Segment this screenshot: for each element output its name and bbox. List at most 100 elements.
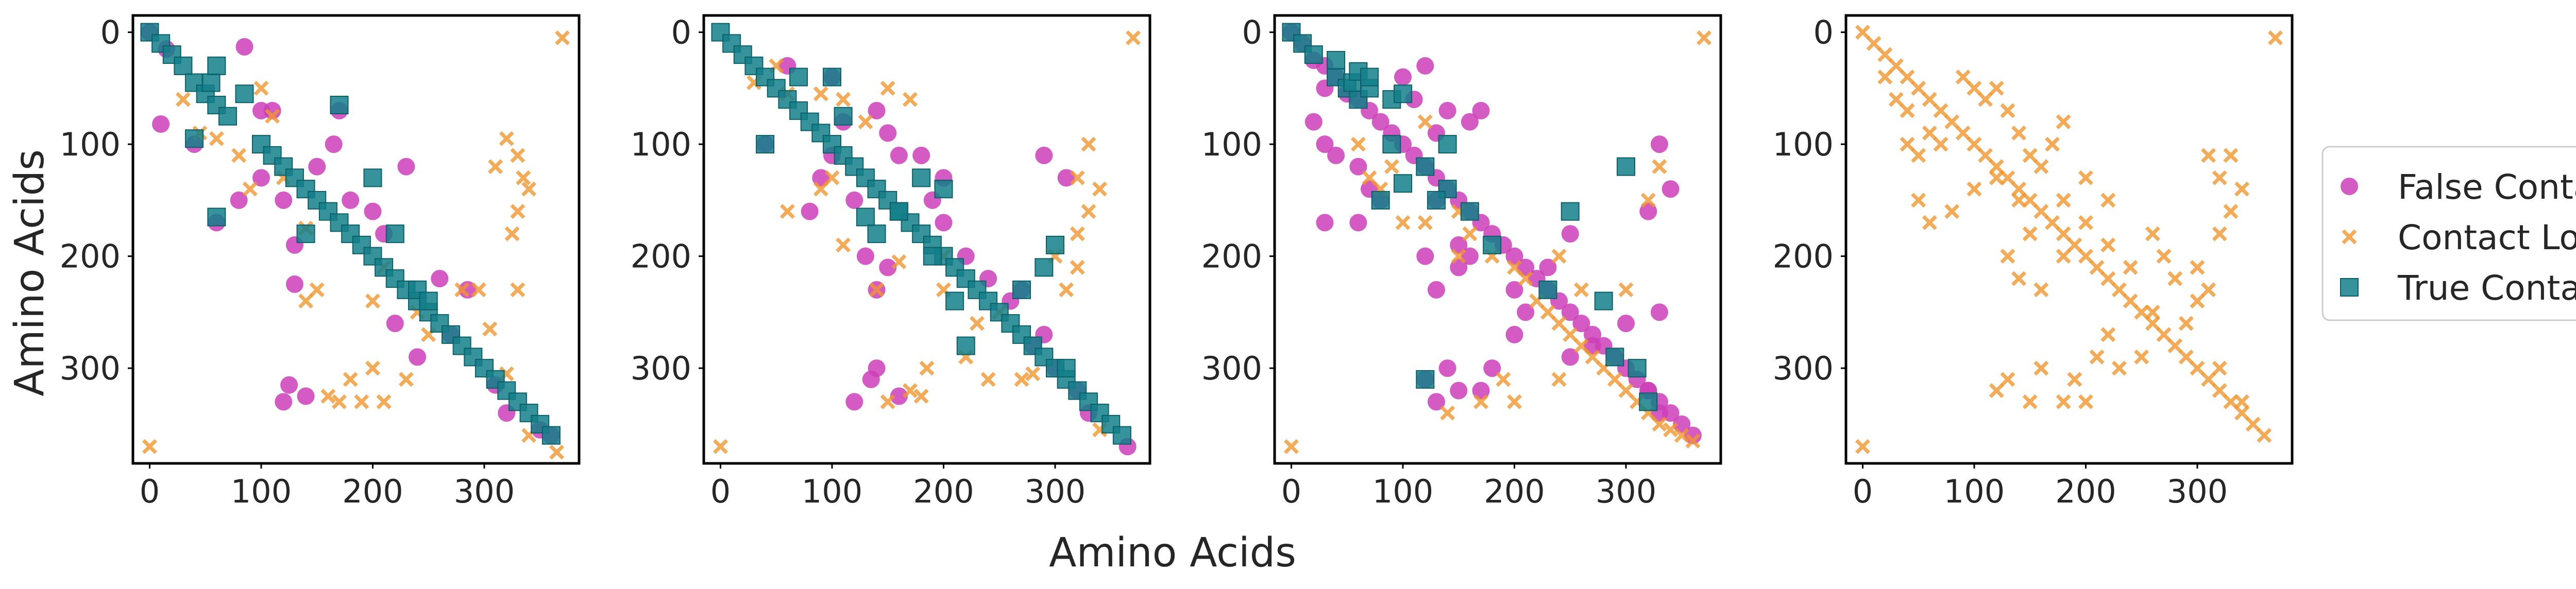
point-contact-lost bbox=[2000, 372, 2015, 387]
point-true-contact bbox=[1460, 202, 1479, 221]
point-false-contact bbox=[1483, 359, 1501, 377]
point-true-contact bbox=[1371, 190, 1390, 210]
point-false-contact bbox=[1427, 393, 1445, 411]
point-false-contact bbox=[1561, 225, 1579, 243]
point-contact-lost bbox=[365, 360, 380, 376]
point-false-contact bbox=[397, 158, 415, 176]
x-tick-label: 300 bbox=[454, 473, 515, 510]
point-contact-lost bbox=[332, 394, 347, 409]
point-contact-lost bbox=[354, 394, 369, 409]
y-tick-label: 200 bbox=[1201, 238, 1262, 275]
y-tick-label: 200 bbox=[1773, 238, 1834, 275]
point-false-contact bbox=[275, 393, 293, 411]
point-true-contact bbox=[1327, 51, 1346, 70]
point-contact-lost bbox=[2190, 360, 2205, 376]
y-tick-label: 0 bbox=[1242, 14, 1262, 51]
point-true-contact bbox=[1112, 426, 1131, 445]
point-false-contact bbox=[1371, 113, 1389, 131]
point-contact-lost bbox=[2111, 282, 2127, 298]
point-contact-lost bbox=[2000, 170, 2015, 185]
point-contact-lost bbox=[2100, 271, 2116, 286]
point-contact-lost bbox=[1618, 282, 1634, 298]
y-tick-label: 300 bbox=[60, 350, 121, 387]
x-tick-label: 100 bbox=[1944, 473, 2005, 510]
point-false-contact bbox=[1662, 180, 1680, 198]
point-contact-lost bbox=[2201, 148, 2216, 163]
point-true-contact bbox=[274, 157, 293, 176]
point-true-contact bbox=[1416, 370, 1435, 389]
point-contact-lost bbox=[1933, 103, 1948, 118]
point-contact-lost bbox=[2078, 170, 2093, 185]
point-contact-lost bbox=[1922, 215, 1937, 230]
point-true-contact bbox=[1483, 235, 1502, 254]
point-contact-lost bbox=[1652, 417, 1667, 432]
point-contact-lost bbox=[1573, 282, 1589, 298]
point-false-contact bbox=[1316, 135, 1334, 153]
point-contact-lost bbox=[504, 226, 520, 241]
point-false-contact bbox=[1349, 214, 1367, 232]
point-contact-lost bbox=[2123, 259, 2138, 275]
point-contact-lost bbox=[2167, 271, 2183, 286]
point-false-contact bbox=[890, 146, 908, 164]
point-contact-lost bbox=[2123, 293, 2138, 309]
point-contact-lost bbox=[1888, 58, 1904, 74]
point-contact-lost bbox=[2000, 103, 2015, 118]
point-contact-lost bbox=[836, 237, 851, 253]
point-contact-lost bbox=[1059, 282, 1074, 298]
point-true-contact bbox=[185, 129, 204, 148]
point-true-contact bbox=[1035, 258, 1054, 277]
point-true-contact bbox=[1605, 348, 1624, 367]
point-true-contact bbox=[1045, 235, 1064, 254]
point-false-contact bbox=[297, 387, 315, 405]
point-contact-lost bbox=[2201, 282, 2216, 298]
point-contact-lost bbox=[376, 394, 392, 409]
point-true-contact bbox=[1304, 45, 1323, 64]
point-true-contact bbox=[174, 56, 193, 75]
point-true-contact bbox=[508, 392, 527, 411]
point-contact-lost bbox=[521, 181, 537, 197]
point-contact-lost bbox=[919, 360, 935, 376]
point-contact-lost bbox=[142, 439, 157, 454]
point-false-contact bbox=[868, 101, 886, 119]
legend: False Contact Contact Lost True Contact bbox=[2321, 146, 2576, 321]
point-contact-lost bbox=[2011, 125, 2027, 141]
point-true-contact bbox=[889, 202, 908, 221]
x-tick-label: 0 bbox=[1281, 473, 1301, 510]
point-true-contact bbox=[1639, 392, 1658, 411]
point-contact-lost bbox=[1462, 226, 1478, 241]
plot-frame bbox=[131, 14, 581, 465]
point-contact-lost bbox=[858, 114, 873, 130]
point-contact-lost bbox=[2245, 417, 2261, 432]
point-contact-lost bbox=[2056, 114, 2071, 130]
point-contact-lost bbox=[1384, 159, 1399, 175]
point-true-contact bbox=[1393, 84, 1412, 103]
point-contact-lost bbox=[2056, 226, 2071, 241]
point-contact-lost bbox=[2145, 316, 2160, 331]
point-contact-lost bbox=[1989, 383, 2004, 399]
point-contact-lost bbox=[913, 389, 929, 404]
point-contact-lost bbox=[1944, 204, 1960, 219]
point-contact-lost bbox=[253, 80, 269, 96]
point-contact-lost bbox=[1551, 372, 1567, 387]
point-contact-lost bbox=[1989, 170, 2004, 185]
point-contact-lost bbox=[1877, 70, 1893, 85]
point-false-contact bbox=[868, 359, 886, 377]
x-tick-label: 100 bbox=[802, 473, 862, 510]
point-false-contact bbox=[1349, 158, 1367, 176]
point-contact-lost bbox=[1967, 136, 1982, 152]
x-tick-label: 100 bbox=[1372, 473, 1433, 510]
point-contact-lost bbox=[2000, 249, 2015, 264]
point-contact-lost bbox=[2045, 136, 2060, 152]
plot-frame bbox=[1273, 14, 1722, 465]
y-axis-title: Amino Acids bbox=[7, 149, 53, 396]
point-contact-lost bbox=[1473, 394, 1488, 409]
plot-frame bbox=[702, 14, 1151, 465]
point-contact-lost bbox=[2212, 226, 2227, 241]
point-true-contact bbox=[867, 224, 886, 244]
point-contact-lost bbox=[1989, 80, 2004, 96]
point-contact-lost bbox=[516, 170, 531, 185]
point-true-contact bbox=[363, 168, 382, 187]
point-contact-lost bbox=[1955, 125, 1971, 141]
point-contact-lost bbox=[1888, 92, 1904, 107]
point-contact-lost bbox=[1911, 193, 1926, 208]
